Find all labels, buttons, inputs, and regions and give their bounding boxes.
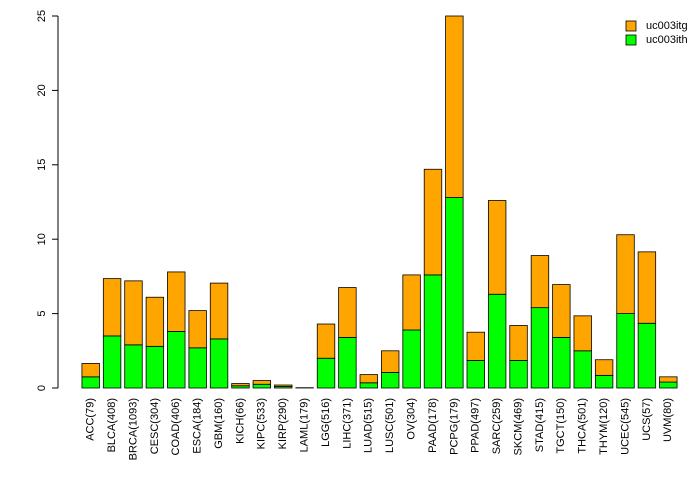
bar-segment-uc003itg: [339, 288, 357, 338]
x-tick-label: LAML(179): [299, 398, 311, 452]
bar-segment-uc003itg: [424, 169, 442, 275]
bars: [82, 16, 677, 388]
bar-segment-uc003ith: [146, 346, 164, 388]
legend: uc003itg uc003ith: [626, 20, 688, 46]
bar-segment-uc003itg: [488, 201, 506, 295]
bar-segment-uc003ith: [531, 308, 549, 388]
bar-segment-uc003ith: [510, 360, 528, 388]
bar-segment-uc003ith: [168, 331, 186, 388]
x-tick-label: UVM(80): [662, 398, 674, 442]
bar-segment-uc003ith: [103, 336, 121, 388]
bar-segment-uc003ith: [488, 294, 506, 388]
bar-segment-uc003ith: [360, 383, 378, 388]
y-tick-label: 10: [36, 233, 48, 245]
bar-segment-uc003itg: [360, 375, 378, 383]
legend-label-uc003ith: uc003ith: [646, 34, 688, 46]
x-tick-label: THCA(501): [577, 398, 589, 454]
x-tick-label: KIPC(533): [256, 398, 268, 449]
x-tick-label: LUSC(501): [384, 398, 396, 453]
y-tick-label: 25: [36, 10, 48, 22]
y-tick-label: 0: [36, 385, 48, 391]
y-axis: 0 5 10 15 20 25: [36, 10, 58, 391]
x-tick-label: UCEC(545): [619, 398, 631, 455]
x-tick-label: SARC(259): [491, 398, 503, 454]
bar-segment-uc003ith: [467, 360, 485, 388]
bar-segment-uc003itg: [595, 360, 613, 376]
y-tick-label: 15: [36, 159, 48, 171]
bar-segment-uc003ith: [82, 377, 100, 388]
y-tick-label: 20: [36, 84, 48, 96]
x-tick-label: ACC(79): [85, 398, 97, 441]
x-tick-label: PAAD(178): [427, 398, 439, 453]
bar-segment-uc003itg: [210, 283, 228, 339]
bar-segment-uc003itg: [274, 385, 292, 386]
bar-segment-uc003itg: [638, 252, 656, 323]
bar-segment-uc003itg: [660, 377, 678, 382]
bar-segment-uc003ith: [210, 339, 228, 388]
bar-segment-uc003ith: [638, 323, 656, 388]
x-tick-label: LUAD(515): [363, 398, 375, 453]
x-tick-label: TGCT(150): [555, 398, 567, 454]
x-tick-label: PCPG(179): [448, 398, 460, 455]
x-tick-label: UCS(57): [641, 398, 653, 441]
bar-segment-uc003ith: [381, 372, 399, 388]
x-tick-label: BLCA(408): [106, 398, 118, 452]
bar-segment-uc003itg: [253, 381, 271, 385]
bar-segment-uc003itg: [146, 297, 164, 346]
x-tick-label: ESCA(184): [192, 398, 204, 454]
bar-segment-uc003itg: [317, 324, 335, 358]
bar-segment-uc003itg: [553, 285, 571, 338]
x-tick-label: LIHC(371): [341, 398, 353, 449]
x-tick-label: GBM(160): [213, 398, 225, 449]
bar-segment-uc003ith: [253, 384, 271, 388]
bar-segment-uc003itg: [381, 351, 399, 373]
x-tick-label: PPAD(497): [470, 398, 482, 453]
bar-segment-uc003itg: [531, 256, 549, 308]
bar-segment-uc003ith: [189, 348, 207, 388]
x-tick-label: BRCA(1093): [127, 398, 139, 460]
bar-segment-uc003itg: [82, 363, 100, 376]
bar-segment-uc003itg: [467, 332, 485, 360]
x-tick-label: KICH(66): [234, 398, 246, 444]
bar-segment-uc003itg: [125, 281, 143, 345]
x-tick-label: SKCM(469): [512, 398, 524, 455]
x-tick-label: STAD(415): [534, 398, 546, 452]
bar-segment-uc003ith: [574, 351, 592, 388]
bar-segment-uc003itg: [189, 311, 207, 348]
bar-segment-uc003ith: [595, 375, 613, 388]
legend-label-uc003itg: uc003itg: [646, 20, 688, 32]
x-tick-label: CESC(304): [149, 398, 161, 454]
bar-segment-uc003ith: [660, 382, 678, 388]
legend-swatch-uc003itg: [626, 21, 636, 31]
x-tick-label: OV(304): [405, 398, 417, 440]
bar-segment-uc003ith: [403, 330, 421, 388]
bar-segment-uc003ith: [424, 275, 442, 388]
x-tick-label: THYM(120): [598, 398, 610, 455]
bar-segment-uc003itg: [168, 272, 186, 332]
bar-segment-uc003ith: [617, 314, 635, 388]
bar-segment-uc003itg: [103, 279, 121, 336]
bar-segment-uc003itg: [510, 326, 528, 361]
x-tick-label: COAD(406): [170, 398, 182, 455]
bar-segment-uc003ith: [446, 198, 464, 388]
bar-segment-uc003itg: [446, 16, 464, 198]
bar-segment-uc003ith: [339, 337, 357, 388]
bar-segment-uc003itg: [617, 235, 635, 314]
legend-swatch-uc003ith: [626, 35, 636, 45]
bar-segment-uc003ith: [125, 345, 143, 388]
x-tick-label: LGG(516): [320, 398, 332, 447]
y-tick-label: 5: [36, 311, 48, 317]
bar-segment-uc003itg: [574, 316, 592, 351]
x-axis-labels: ACC(79) BLCA(408) BRCA(1093) CESC(304) COAD(…: [85, 398, 675, 460]
bar-segment-uc003ith: [553, 337, 571, 388]
bar-segment-uc003itg: [403, 275, 421, 330]
x-tick-label: KIRP(290): [277, 398, 289, 449]
bar-segment-uc003ith: [317, 358, 335, 388]
bar-segment-uc003itg: [232, 384, 250, 386]
